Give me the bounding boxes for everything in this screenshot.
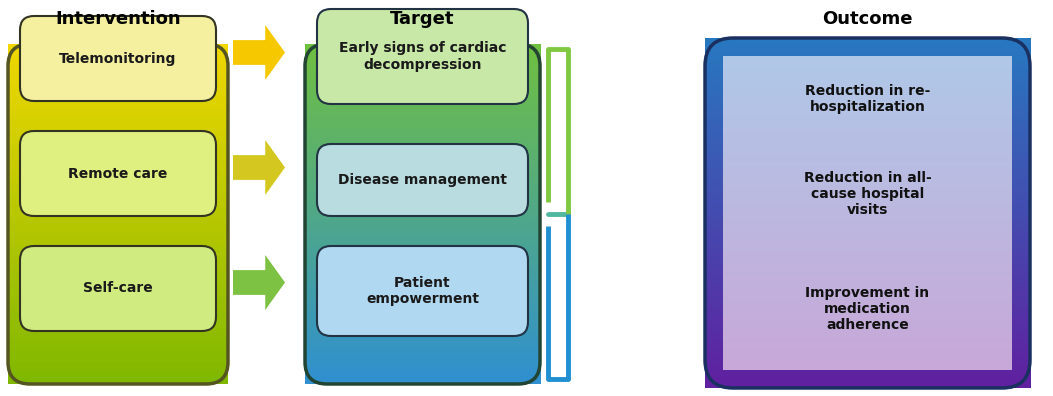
Text: Improvement in
medication
adherence: Improvement in medication adherence (806, 286, 930, 332)
FancyBboxPatch shape (20, 16, 216, 101)
Text: Intervention: Intervention (55, 10, 181, 28)
Text: Reduction in re-
hospitalization: Reduction in re- hospitalization (804, 84, 930, 114)
Text: Reduction in all-
cause hospital
visits: Reduction in all- cause hospital visits (803, 171, 931, 217)
FancyBboxPatch shape (317, 9, 528, 104)
FancyBboxPatch shape (317, 144, 528, 216)
Text: Self-care: Self-care (83, 282, 153, 295)
FancyBboxPatch shape (317, 246, 528, 336)
Text: Early signs of cardiac
decompression: Early signs of cardiac decompression (339, 42, 506, 72)
Polygon shape (233, 255, 285, 310)
Text: Target: Target (391, 10, 455, 28)
Text: Disease management: Disease management (338, 173, 506, 187)
Text: Telemonitoring: Telemonitoring (59, 51, 177, 65)
Text: Patient
empowerment: Patient empowerment (366, 276, 479, 306)
Polygon shape (233, 25, 285, 80)
FancyBboxPatch shape (20, 131, 216, 216)
Polygon shape (233, 140, 285, 195)
Text: Remote care: Remote care (68, 166, 167, 181)
FancyBboxPatch shape (20, 246, 216, 331)
Text: Outcome: Outcome (822, 10, 913, 28)
